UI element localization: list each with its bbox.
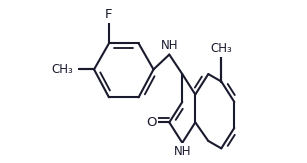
Text: CH₃: CH₃: [210, 43, 232, 55]
Text: CH₃: CH₃: [52, 63, 74, 76]
Text: NH: NH: [161, 39, 178, 52]
Text: F: F: [105, 8, 113, 21]
Text: NH: NH: [173, 145, 191, 158]
Text: O: O: [146, 116, 156, 129]
